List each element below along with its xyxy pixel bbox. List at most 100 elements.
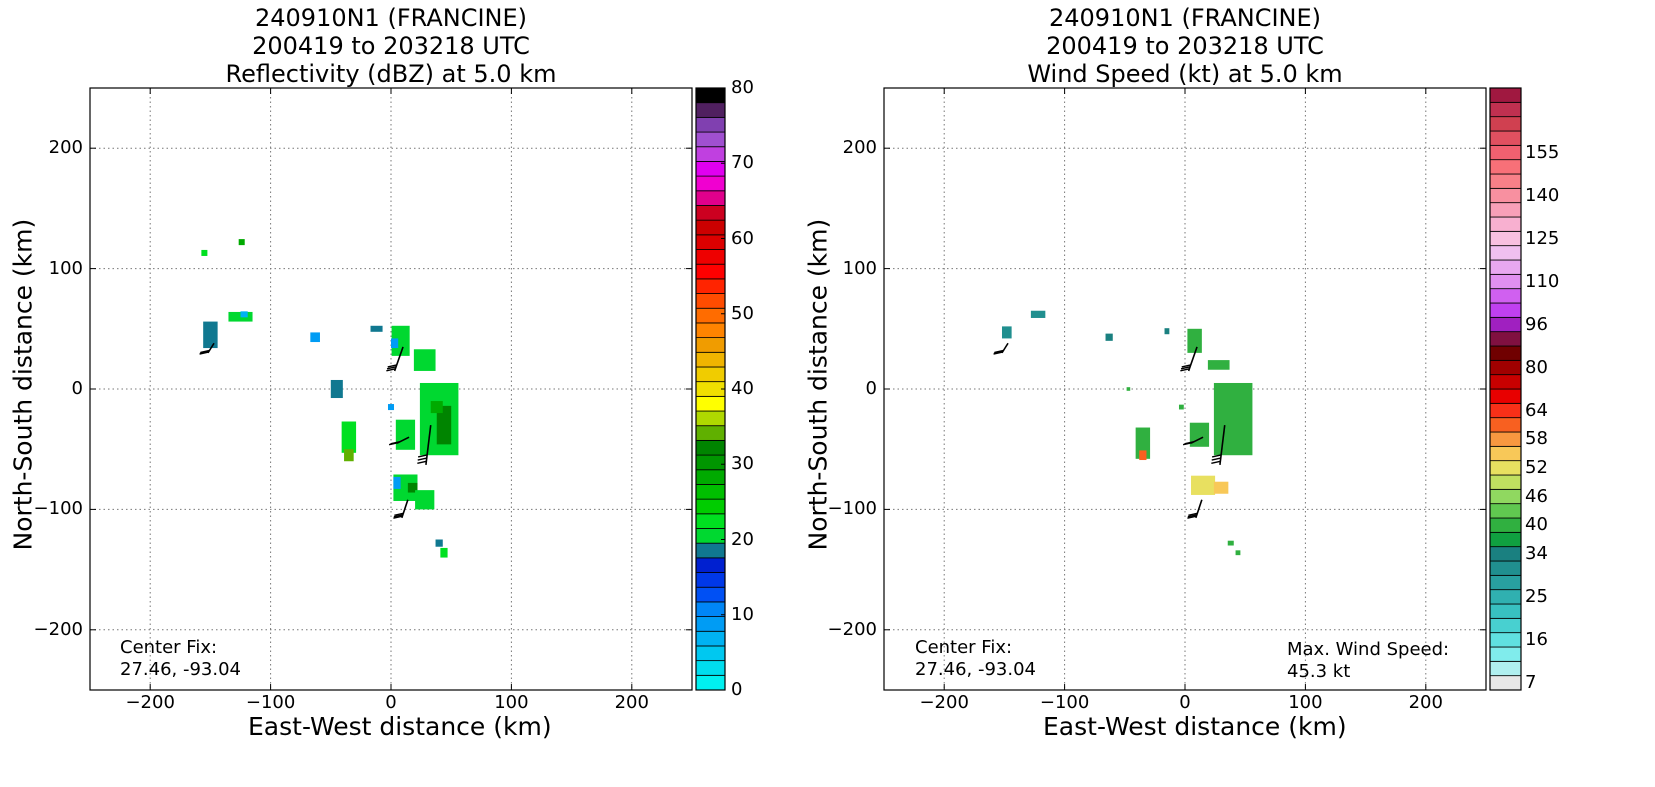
- data-cell: [201, 249, 208, 256]
- max-wind-label: Max. Wind Speed:: [1287, 639, 1450, 660]
- colorbar-segment: [1489, 531, 1522, 548]
- colorbar-segment: [1489, 288, 1522, 304]
- data-cell: [415, 490, 435, 510]
- colorbar-segment: [1489, 402, 1522, 419]
- data-cell: [1164, 328, 1170, 335]
- wind-barb-flag: [199, 351, 209, 355]
- max-wind-speed: Max. Wind Speed: 45.3 kt: [1287, 639, 1449, 683]
- colorbar-segment: [1489, 345, 1522, 361]
- colorbar-segment: [695, 381, 726, 397]
- colorbar-segment: [1489, 87, 1522, 103]
- colorbar-label: 155: [1525, 141, 1560, 163]
- colorbar-segment: [1489, 331, 1522, 347]
- colorbar-label: 30: [731, 453, 754, 475]
- x-tick-label: 100: [494, 692, 529, 713]
- colorbar-segment: [695, 351, 726, 368]
- colorbar-segment: [695, 263, 726, 280]
- y-tick-label: −200: [827, 618, 877, 640]
- colorbar-segment: [695, 219, 726, 236]
- colorbar-label: 40: [1525, 514, 1548, 536]
- wind-barb-flag: [1188, 512, 1198, 516]
- x-tick-label: −200: [919, 692, 969, 713]
- colorbar-segment: [695, 410, 726, 427]
- colorbar-segment: [1489, 359, 1522, 376]
- reflectivity-field-label: Reflectivity (dBZ) at 5.0 km: [225, 60, 557, 88]
- wind-barb-flag: [387, 364, 397, 368]
- colorbar-segment: [695, 234, 726, 250]
- wind-barb-flag: [393, 514, 404, 518]
- y-tick-label: 100: [48, 257, 83, 279]
- colorbar-segment: [695, 557, 726, 573]
- wind-barb-flag: [1180, 368, 1190, 372]
- wind-center-fix: Center Fix: 27.46, -93.04: [915, 637, 1036, 681]
- colorbar-segment: [1489, 388, 1522, 404]
- colorbar-label: 52: [1525, 456, 1548, 478]
- wind-barb-flag: [386, 368, 396, 372]
- data-cell: [1235, 550, 1241, 556]
- y-tick-label: 100: [842, 257, 877, 279]
- colorbar-segment: [1489, 517, 1522, 533]
- wind-barb-flag: [1187, 514, 1198, 518]
- colorbar-segment: [1489, 445, 1522, 462]
- colorbar-segment: [1489, 130, 1522, 146]
- colorbar-segment: [695, 278, 726, 294]
- colorbar-segment: [1489, 245, 1522, 261]
- colorbar-segment: [1489, 230, 1522, 247]
- colorbar-segment: [695, 572, 726, 588]
- colorbar-label: 10: [731, 603, 754, 625]
- colorbar-segment: [695, 146, 726, 162]
- wind-barb-flag: [417, 454, 428, 458]
- data-cell: [407, 482, 418, 493]
- colorbar-segment: [695, 528, 726, 544]
- colorbar-segment: [1489, 431, 1522, 447]
- colorbar-segment: [1489, 660, 1522, 677]
- center-fix-value: 27.46, -93.04: [120, 659, 241, 680]
- colorbar-segment: [1489, 187, 1522, 204]
- data-cell: [1207, 360, 1230, 370]
- data-cell: [435, 539, 443, 547]
- wind-center-fix-label: Center Fix:: [915, 637, 1013, 658]
- data-cell: [203, 321, 218, 349]
- colorbar-segment: [695, 337, 726, 353]
- colorbar-segment: [1489, 173, 1522, 189]
- colorbar-segment: [695, 630, 726, 647]
- data-cell: [395, 419, 416, 450]
- wind-barb-flag: [386, 366, 397, 370]
- colorbar-segment: [1489, 589, 1522, 605]
- colorbar-segment: [1489, 144, 1522, 161]
- x-tick-label: −200: [125, 692, 175, 713]
- colorbar-segment: [1489, 546, 1522, 562]
- reflectivity-xlabel: East-West distance (km): [248, 712, 552, 741]
- data-cell: [1105, 333, 1113, 341]
- colorbar-frame: [1489, 87, 1522, 691]
- wind-barb-flag: [394, 512, 404, 516]
- x-tick-label: 200: [1408, 692, 1443, 713]
- wind-barb-flag: [417, 460, 427, 464]
- colorbar-segment: [695, 601, 726, 617]
- colorbar-segment: [1489, 216, 1522, 232]
- colorbar-label: 125: [1525, 227, 1560, 249]
- data-cell: [344, 449, 354, 462]
- data-cell: [436, 405, 452, 445]
- colorbar-label: 96: [1525, 313, 1548, 335]
- colorbar-label: 0: [731, 679, 743, 700]
- wind-xlabel: East-West distance (km): [1043, 712, 1347, 741]
- colorbar-label: 70: [731, 152, 754, 174]
- wind-center-fix-value: 27.46, -93.04: [915, 659, 1036, 680]
- y-tick-label: −100: [33, 498, 83, 520]
- colorbar-segment: [695, 395, 726, 412]
- data-cell: [341, 421, 357, 453]
- colorbar-label: 20: [731, 528, 754, 550]
- colorbar-segment: [695, 439, 726, 456]
- data-cell: [310, 332, 320, 343]
- wind-barb-flag: [417, 457, 427, 461]
- reflectivity-title: 240910N1 (FRANCINE): [254, 4, 528, 32]
- data-cell: [370, 325, 383, 332]
- colorbar-label: 40: [731, 378, 754, 399]
- wind-barb-flag: [1211, 454, 1222, 458]
- wind-barb-flag: [1181, 364, 1191, 368]
- y-tick-label: 0: [71, 378, 83, 399]
- wind-title-block: 240910N1 (FRANCINE) 200419 to 203218 UTC…: [884, 4, 1486, 88]
- colorbar-label: 60: [731, 227, 754, 249]
- data-cell: [238, 239, 245, 246]
